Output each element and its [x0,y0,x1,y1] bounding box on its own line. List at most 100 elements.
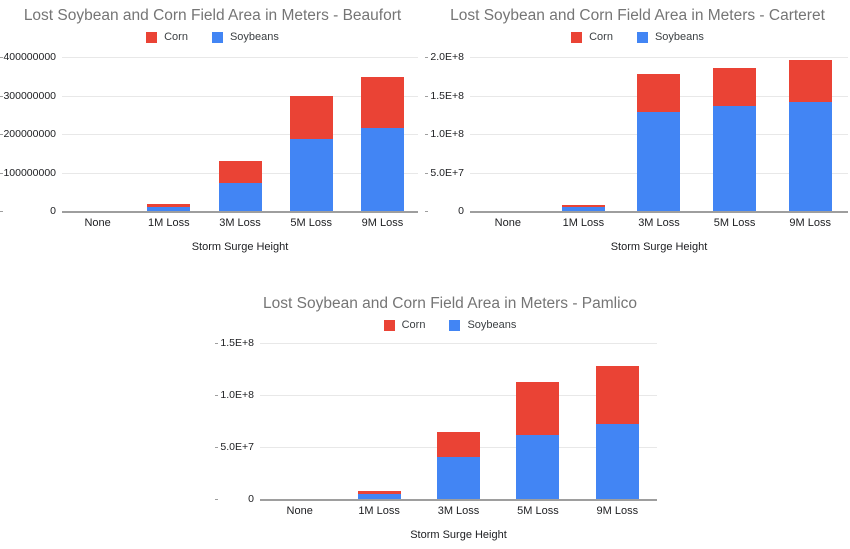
bar-segment-corn [595,365,639,425]
bar-segment-soybeans [218,182,262,211]
x-tick-label: None [286,505,313,517]
y-tick-mark [0,57,3,58]
bar-slot-3m-loss [621,57,697,211]
bar-slot-5m-loss [498,343,577,499]
chart-title: Lost Soybean and Corn Field Area in Mete… [450,7,825,24]
bar-segment-corn [437,432,481,458]
stacked-bar [713,57,757,211]
y-tick-mark [215,499,218,500]
y-tick-label: 0 [248,493,254,505]
legend-item-soybeans: Soybeans [211,31,279,43]
stacked-bar [147,57,191,211]
bar-slot-none [470,57,546,211]
stacked-bar [486,57,529,211]
legend-swatch-corn [571,31,583,43]
bar-slot-3m-loss [204,57,275,211]
stacked-bar [357,343,401,499]
y-tick-mark [215,395,218,396]
y-tick-mark [425,95,428,97]
bar-segment-corn [516,381,560,435]
y-tick-label: 400000000 [3,51,56,63]
x-tick-label: None [494,217,521,229]
bar-segment-soybeans [437,457,481,499]
x-tick-label: 9M Loss [596,505,639,517]
y-axis-labels: 2.0E+8 1.5E+8 1.0E+8 5.0E+7 0 [425,51,470,217]
legend-swatch-soybeans [636,31,648,43]
stacked-bar [561,57,605,211]
y-tick-label: 1.5E+8 [220,337,254,349]
y-tick-label: 5.0E+7 [220,441,254,453]
gridline [62,95,418,97]
y-tick-mark [0,211,3,212]
legend-label: Corn [401,319,426,331]
bar-segment-soybeans [637,111,681,211]
bar-slot-1m-loss [133,57,204,211]
y-tick-mark [425,134,428,135]
bar-slot-1m-loss [339,343,418,499]
stacked-bar [218,57,262,211]
gridline [260,343,657,344]
chart-pamlico[interactable]: Lost Soybean and Corn Field Area in Mete… [215,290,685,541]
y-tick-label: 1.0E+8 [220,389,254,401]
bar-segment-corn [147,204,191,207]
bar-slot-none [260,343,339,499]
legend-swatch-soybeans [211,31,223,43]
legend-swatch-soybeans [449,319,461,331]
y-tick-label: 0 [458,205,464,217]
y-tick-mark [0,134,3,135]
x-tick-label: 1M Loss [358,505,400,517]
bar-segment-corn [360,77,404,129]
stacked-bar [595,343,639,499]
bar-segment-soybeans [357,493,401,499]
legend-label: Soybeans [654,31,704,43]
x-tick-label: 1M Loss [562,217,605,229]
chart-beaufort[interactable]: Lost Soybean and Corn Field Area in Mete… [0,0,425,253]
y-tick-label: 300000000 [3,89,56,102]
plot-area [62,57,418,213]
x-tick-label: 1M Loss [148,217,190,229]
bar-segment-corn [357,491,401,494]
bar-segment-corn [788,60,832,102]
bar-segment-corn [637,73,681,112]
bar-slot-1m-loss [546,57,622,211]
bar-segment-corn [713,67,757,107]
chart-title: Lost Soybean and Corn Field Area in Mete… [263,295,637,312]
x-tick-label: 5M Loss [290,217,332,229]
bar-segment-soybeans [147,206,191,211]
bar-segment-soybeans [289,139,333,211]
stacked-bar [76,57,119,211]
stacked-bar [360,57,404,211]
gridline [62,134,418,135]
x-tick-label: 3M Loss [638,217,680,229]
x-axis-labels: None 1M Loss 3M Loss 5M Loss 9M Loss [0,217,425,229]
stacked-bar [278,343,321,499]
y-tick-label: 1.0E+8 [430,128,464,140]
y-axis-labels: 400000000 300000000 200000000 100000000 0 [0,51,62,217]
bar-slot-9m-loss [347,57,418,211]
stacked-bar [788,57,832,211]
legend-item-soybeans: Soybeans [449,319,516,331]
bar-slot-none [62,57,133,211]
legend-label: Corn [589,31,613,43]
legend-item-corn: Corn [383,319,426,331]
legend-label: Corn [164,31,188,43]
bars [62,57,418,211]
bar-slot-9m-loss [772,57,848,211]
chart-carteret[interactable]: Lost Soybean and Corn Field Area in Mete… [425,0,850,253]
legend-label: Soybeans [229,31,279,43]
y-tick-mark [425,172,428,174]
bar-slot-3m-loss [419,343,498,499]
x-tick-label: 3M Loss [219,217,261,229]
stacked-bar [437,343,481,499]
gridline [470,57,848,58]
x-axis-title: Storm Surge Height [191,241,289,253]
bars [470,57,848,211]
plot-area [260,343,657,501]
stacked-bar [289,57,333,211]
bar-segment-corn [561,204,605,207]
stacked-bar [637,57,681,211]
legend-item-soybeans: Soybeans [636,31,704,43]
legend-label: Soybeans [467,319,517,331]
x-tick-label: 3M Loss [437,505,480,517]
x-tick-label: None [84,217,111,229]
